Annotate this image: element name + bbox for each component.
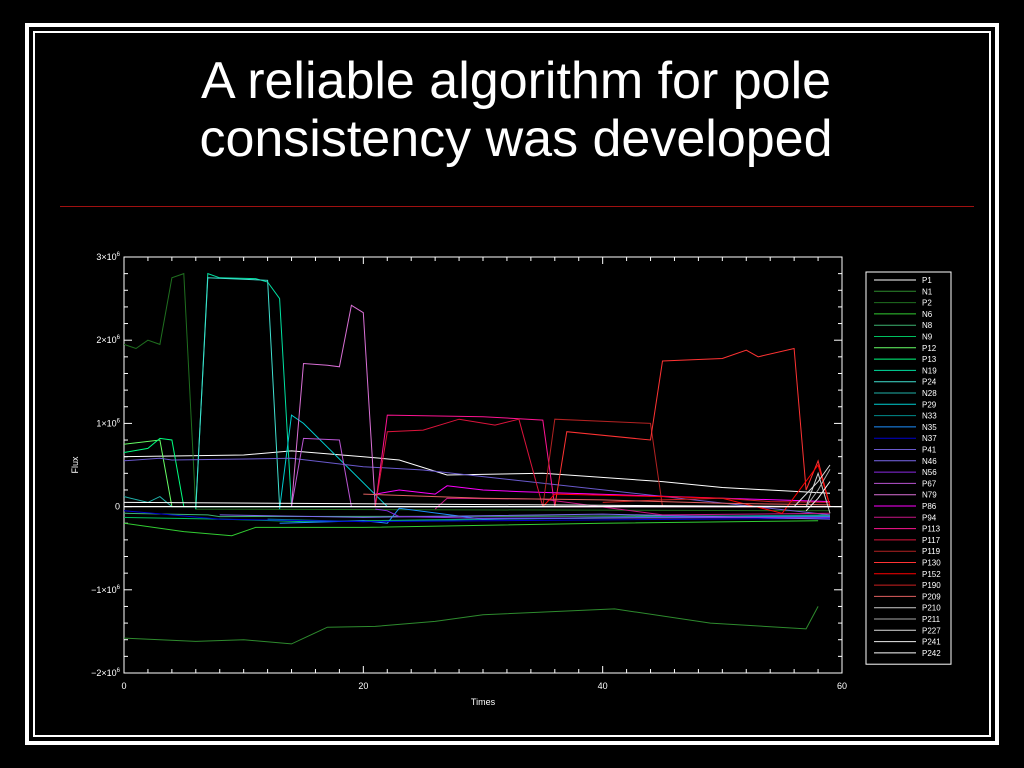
legend-box bbox=[865, 271, 952, 665]
series-line-p29 bbox=[279, 414, 830, 510]
legend-label: P211 bbox=[922, 615, 941, 624]
legend-label: P41 bbox=[922, 446, 937, 455]
legend-label: P117 bbox=[922, 536, 941, 545]
series-line-p2 bbox=[124, 272, 831, 512]
legend-label: P119 bbox=[922, 547, 941, 556]
legend-label: N6 bbox=[922, 310, 933, 319]
series-line-n1 bbox=[124, 606, 819, 645]
legend-label: N28 bbox=[922, 389, 937, 398]
series-line-p13 bbox=[124, 437, 830, 508]
legend-label: P29 bbox=[922, 400, 937, 409]
series-line-p242 bbox=[124, 501, 831, 508]
legend-label: P12 bbox=[922, 344, 937, 353]
series-line-n6 bbox=[124, 520, 819, 537]
flux-time-chart: 0 20 40 60 −2×106 −1×106 0 1×106 2×106 3×106 Times… bbox=[70, 252, 952, 707]
y-tick-label: 3×106 bbox=[96, 252, 120, 262]
legend-label: N33 bbox=[922, 412, 937, 421]
series-line-p41 bbox=[124, 457, 831, 516]
legend-label: N79 bbox=[922, 491, 937, 500]
series-line-n37 bbox=[124, 510, 831, 523]
series-line-n56 bbox=[375, 508, 831, 519]
series-line-p113 bbox=[374, 414, 830, 508]
series-line-p12 bbox=[124, 439, 830, 508]
series-line-p24 bbox=[195, 277, 830, 508]
legend-label: N9 bbox=[922, 333, 933, 342]
legend-label: P152 bbox=[922, 570, 941, 579]
series-line-n79 bbox=[291, 304, 830, 508]
x-tick-label: 40 bbox=[598, 681, 608, 691]
y-tick-label: 1×106 bbox=[96, 418, 120, 428]
legend-label: P241 bbox=[922, 638, 941, 647]
slide-inner-frame bbox=[33, 31, 991, 737]
series-line-p210 bbox=[805, 471, 831, 514]
legend-label: P190 bbox=[922, 581, 941, 590]
legend-label: P13 bbox=[922, 355, 937, 364]
legend-label: P86 bbox=[922, 502, 937, 511]
x-tick-label: 60 bbox=[837, 681, 847, 691]
y-tick-label: 0 bbox=[115, 502, 120, 512]
series-line-n46 bbox=[219, 513, 831, 520]
slide-title-line-2: consistency was developed bbox=[199, 110, 833, 168]
series-line-p211 bbox=[805, 468, 831, 507]
legend-label: N46 bbox=[922, 457, 937, 466]
legend-label: P130 bbox=[922, 559, 941, 568]
x-tick-label: 20 bbox=[358, 681, 368, 691]
y-tick-label: −2×106 bbox=[91, 668, 121, 678]
legend-label: P94 bbox=[922, 513, 937, 522]
series-line-p86 bbox=[375, 485, 831, 503]
legend-label: P1 bbox=[922, 276, 932, 285]
series-line-p117 bbox=[374, 418, 830, 508]
slide-outer-frame bbox=[25, 23, 999, 745]
legend-label: N37 bbox=[922, 434, 937, 443]
plot-frame bbox=[123, 256, 843, 674]
x-axis-label: Times bbox=[471, 697, 496, 707]
legend-label: N56 bbox=[922, 468, 937, 477]
legend-label: P210 bbox=[922, 604, 941, 613]
legend-label: P67 bbox=[922, 479, 937, 488]
slide-title-line-1: A reliable algorithm for pole bbox=[200, 52, 832, 110]
legend-label: N1 bbox=[922, 287, 933, 296]
slide-title: A reliable algorithm for pole consistenc… bbox=[60, 52, 972, 168]
series-line-p227 bbox=[793, 464, 831, 507]
legend-label: P209 bbox=[922, 592, 941, 601]
legend-label: P242 bbox=[922, 649, 941, 658]
legend-label: N35 bbox=[922, 423, 937, 432]
legend-label: N19 bbox=[922, 366, 937, 375]
y-tick-label: −1×106 bbox=[91, 585, 121, 595]
legend-label: P24 bbox=[922, 378, 937, 387]
y-axis-label: Flux bbox=[70, 456, 80, 474]
x-tick-label: 0 bbox=[121, 681, 126, 691]
series-line-p209 bbox=[363, 493, 831, 506]
legend-label: P227 bbox=[922, 626, 941, 635]
legend-label: P113 bbox=[922, 525, 941, 534]
legend-label: N8 bbox=[922, 321, 933, 330]
legend-label: P2 bbox=[922, 299, 932, 308]
y-tick-label: 2×106 bbox=[96, 335, 120, 345]
title-divider-rule bbox=[60, 206, 974, 207]
series-line-p1 bbox=[124, 450, 831, 494]
series-line-p130 bbox=[554, 347, 831, 507]
